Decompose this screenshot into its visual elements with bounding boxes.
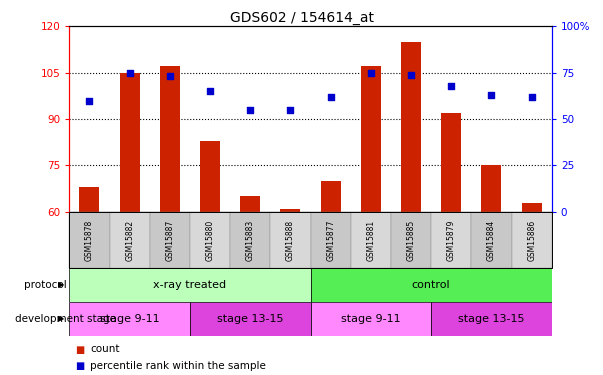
Text: stage 9-11: stage 9-11 xyxy=(100,314,159,324)
Bar xyxy=(280,209,300,212)
Bar xyxy=(441,113,461,212)
FancyBboxPatch shape xyxy=(311,302,431,336)
Text: control: control xyxy=(412,280,450,290)
FancyBboxPatch shape xyxy=(69,268,311,302)
Text: ▶: ▶ xyxy=(58,280,65,290)
Text: GSM15881: GSM15881 xyxy=(367,219,375,261)
Bar xyxy=(200,141,220,212)
Text: protocol: protocol xyxy=(24,280,67,290)
Bar xyxy=(361,66,381,212)
Point xyxy=(84,98,94,104)
Point xyxy=(487,92,496,98)
Text: GSM15887: GSM15887 xyxy=(165,219,174,261)
FancyBboxPatch shape xyxy=(190,302,311,336)
Text: ■: ■ xyxy=(75,362,84,371)
Text: GSM15883: GSM15883 xyxy=(246,219,254,261)
Text: GSM15877: GSM15877 xyxy=(326,219,335,261)
Text: GSM15880: GSM15880 xyxy=(206,219,215,261)
Point xyxy=(245,107,255,113)
Point xyxy=(326,94,335,100)
Point xyxy=(125,70,134,76)
Text: GDS602 / 154614_at: GDS602 / 154614_at xyxy=(230,11,373,25)
Point xyxy=(205,88,215,94)
Text: stage 13-15: stage 13-15 xyxy=(217,314,283,324)
Bar xyxy=(119,73,140,212)
Text: GSM15884: GSM15884 xyxy=(487,219,496,261)
Text: ▶: ▶ xyxy=(58,314,65,323)
Point xyxy=(406,72,416,78)
Text: count: count xyxy=(90,345,120,354)
Text: percentile rank within the sample: percentile rank within the sample xyxy=(90,362,267,371)
Text: stage 13-15: stage 13-15 xyxy=(458,314,525,324)
Text: GSM15879: GSM15879 xyxy=(447,219,456,261)
Text: stage 9-11: stage 9-11 xyxy=(341,314,400,324)
Text: GSM15882: GSM15882 xyxy=(125,219,134,261)
Text: development stage: development stage xyxy=(15,314,116,324)
FancyBboxPatch shape xyxy=(69,302,190,336)
Point xyxy=(165,74,175,80)
Bar xyxy=(321,181,341,212)
Point xyxy=(286,107,295,113)
Bar xyxy=(481,165,502,212)
Text: GSM15878: GSM15878 xyxy=(85,219,94,261)
Bar xyxy=(522,202,541,212)
Bar xyxy=(80,187,99,212)
Point xyxy=(446,82,456,88)
Bar xyxy=(240,196,260,212)
Text: GSM15886: GSM15886 xyxy=(527,219,536,261)
Text: x-ray treated: x-ray treated xyxy=(153,280,227,290)
FancyBboxPatch shape xyxy=(431,302,552,336)
FancyBboxPatch shape xyxy=(311,268,552,302)
Bar xyxy=(401,42,421,212)
Text: GSM15888: GSM15888 xyxy=(286,219,295,261)
Point xyxy=(527,94,537,100)
Text: ■: ■ xyxy=(75,345,84,354)
Bar xyxy=(160,66,180,212)
Point xyxy=(366,70,376,76)
Text: GSM15885: GSM15885 xyxy=(406,219,415,261)
